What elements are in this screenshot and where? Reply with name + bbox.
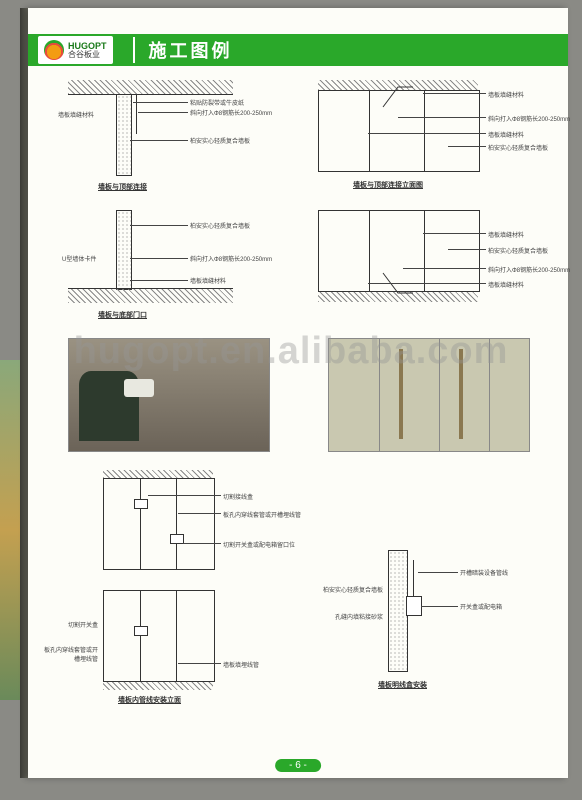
diagram-surface-box: 柏安实心轻质复合墙板 孔缝内填粘接砂浆 开槽暗装设备管线 开关盒或配电箱 墙板明… xyxy=(338,550,558,710)
leader-line xyxy=(130,140,188,141)
leader-line xyxy=(418,572,458,573)
label: 柏安实心轻质复合墙板 xyxy=(488,246,548,255)
label: 柏安实心轻质复合墙板 xyxy=(308,585,383,594)
switch-box xyxy=(170,534,184,544)
label: 板孔内穿线套管或开槽埋线管 xyxy=(223,510,301,519)
leader-line xyxy=(178,513,221,514)
leader-line xyxy=(421,606,458,607)
switch-box xyxy=(134,626,148,636)
conduit xyxy=(459,349,463,439)
rebar-line xyxy=(136,94,137,134)
leader-line xyxy=(130,225,188,226)
leader-line xyxy=(183,543,221,544)
diagram-bottom-connection: U型墙体卡件 柏安实心轻质复合墙板 斜向打入Φ8钢筋长200-250mm 墙板填… xyxy=(68,210,278,325)
label: 切割开关盒 xyxy=(43,620,98,629)
ceiling-hatch xyxy=(68,80,233,95)
diagram-conduit-elevation: 切割接线盒 板孔内穿线套管或开槽埋线管 切割开关盒或配电箱留口位 切割开关盒 板… xyxy=(48,470,308,710)
label: 孔缝内填粘接砂浆 xyxy=(308,612,383,621)
side-photo-strip xyxy=(0,360,20,700)
rebar-icon xyxy=(378,82,418,112)
book-binding xyxy=(20,8,28,778)
leader-line xyxy=(368,283,486,284)
panel-lower xyxy=(103,590,215,682)
diagram-top-elevation: 墙板填缝材料 斜向打入Φ8钢筋长200-250mm 墙板填缝材料 柏安实心轻质复… xyxy=(318,80,558,200)
label: 切割开关盒或配电箱留口位 xyxy=(223,540,295,549)
diagram-caption: 墙板与顶部连接立面图 xyxy=(353,180,423,190)
label: 柏安实心轻质复合墙板 xyxy=(190,136,250,145)
diagram-top-connection: 墙板填缝材料 粘贴防裂带或牛皮纸 斜向打入Φ8钢筋长200-250mm 柏安实心… xyxy=(68,80,278,200)
install-photo-left xyxy=(68,338,270,452)
label: 斜向打入Φ8钢筋长200-250mm xyxy=(190,108,272,117)
label: 墙板填缝材料 xyxy=(488,90,524,99)
logo-box: HUGOPT 合谷板业 xyxy=(38,36,113,64)
label: 墙板填缝材料 xyxy=(190,276,226,285)
leader-line xyxy=(448,146,486,147)
label: 墙板填缝材料 xyxy=(488,280,524,289)
leader-line xyxy=(448,249,486,250)
glove xyxy=(124,379,154,397)
header-band: HUGOPT 合谷板业 施工图例 xyxy=(28,34,568,66)
label: 粘贴防裂带或牛皮纸 xyxy=(190,98,244,107)
floor-hatch xyxy=(68,288,233,303)
label: 板孔内穿线套管或开槽埋线管 xyxy=(43,645,98,663)
leader-line xyxy=(130,258,188,259)
label: 开槽暗装设备管线 xyxy=(460,568,508,577)
leader-line xyxy=(423,93,486,94)
label: 墙板填埋线管 xyxy=(223,660,259,669)
diagram-caption: 墙板与顶部连接 xyxy=(98,182,147,192)
label: 切割接线盒 xyxy=(223,492,253,501)
surface-box xyxy=(406,596,422,616)
leader-line xyxy=(368,133,486,134)
leader-line xyxy=(423,233,486,234)
wall-panel xyxy=(116,94,132,176)
label: 墙板填缝材料 xyxy=(58,110,94,119)
leader-line xyxy=(130,280,188,281)
label: 开关盒或配电箱 xyxy=(460,602,502,611)
leader-line xyxy=(178,663,221,664)
diagram-caption: 墙板明线盒安装 xyxy=(378,680,427,690)
diagram-caption: 墙板与底部门口 xyxy=(98,310,147,320)
diagram-caption: 墙板内管线安装立面 xyxy=(118,695,181,705)
install-photo-right xyxy=(328,338,530,452)
panel-upper xyxy=(103,478,215,570)
junction-box xyxy=(134,499,148,509)
leader-line xyxy=(133,102,188,103)
label: 斜向打入Φ8钢筋长200-250mm xyxy=(190,254,272,263)
leader-line xyxy=(398,117,486,118)
conduit xyxy=(399,349,403,439)
label: 柏安实心轻质复合墙板 xyxy=(488,143,548,152)
label: U型墙体卡件 xyxy=(62,254,96,263)
leader-line xyxy=(148,495,221,496)
wall-section xyxy=(388,550,408,672)
wall-panel xyxy=(116,210,132,290)
page-title: 施工图例 xyxy=(133,37,233,63)
logo-icon xyxy=(44,40,64,60)
leader-line xyxy=(403,268,486,269)
label: 斜向打入Φ8钢筋长200-250mm xyxy=(488,114,570,123)
content-area: 墙板填缝材料 粘贴防裂带或牛皮纸 斜向打入Φ8钢筋长200-250mm 柏安实心… xyxy=(28,70,568,760)
conduit-line xyxy=(413,560,414,596)
label: 柏安实心轻质复合墙板 xyxy=(190,221,250,230)
floor xyxy=(103,681,213,690)
label: 斜向打入Φ8钢筋长200-250mm xyxy=(488,265,570,274)
diagram-bottom-elevation: 墙板填缝材料 柏安实心轻质复合墙板 斜向打入Φ8钢筋长200-250mm 墙板填… xyxy=(318,210,558,325)
label: 墙板填缝材料 xyxy=(488,130,524,139)
leader-line xyxy=(138,112,188,113)
page-number: - 6 - xyxy=(275,759,321,772)
logo-cn: 合谷板业 xyxy=(68,51,107,59)
logo-text: HUGOPT 合谷板业 xyxy=(68,42,107,59)
label: 墙板填缝材料 xyxy=(488,230,524,239)
